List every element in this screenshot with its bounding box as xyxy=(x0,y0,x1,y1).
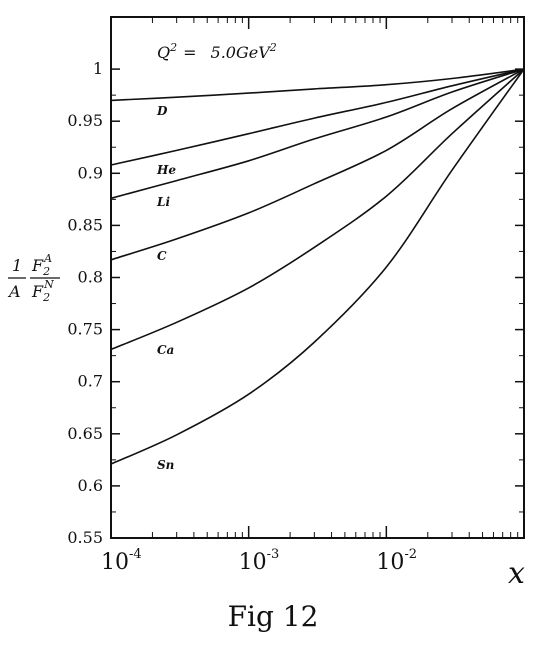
x-tick-label: 10-2 xyxy=(376,547,417,575)
x-tick-label: 10-4 xyxy=(101,547,142,575)
series-labels: D He Li C Ca Sn xyxy=(156,104,176,472)
anno-value: 5.0GeV xyxy=(211,43,272,62)
series-line-ca xyxy=(110,68,525,351)
ylabel-num: F2A xyxy=(31,252,52,278)
series-lines xyxy=(110,68,525,465)
y-tick-label: 0.6 xyxy=(78,476,103,495)
y-axis-label: 1 A F2A F2N xyxy=(7,252,60,304)
x-tick-label-base: 10 xyxy=(101,550,129,575)
x-tick-label-exponent: -2 xyxy=(404,547,417,562)
anno-eq: = xyxy=(183,43,196,62)
y-tick-label: 0.65 xyxy=(67,424,103,443)
figure-caption: Fig 12 xyxy=(227,600,319,633)
series-label-sn: Sn xyxy=(157,458,174,472)
y-tick-label: 0.55 xyxy=(67,528,103,547)
series-label-d: D xyxy=(156,104,168,118)
ylabel-den: F2N xyxy=(31,278,54,304)
ylabel-num-base: F xyxy=(31,256,44,275)
ylabel-frac1-den: A xyxy=(7,282,21,301)
ylabel-num-sub: 2 xyxy=(42,265,50,278)
series-line-c xyxy=(110,68,525,261)
y-axis-ticks: 0.55 0.6 0.65 0.7 0.75 0.8 0.85 0.9 0.95 1 xyxy=(67,59,524,547)
x-tick-label-base: 10 xyxy=(376,550,404,575)
ylabel-den-sub: 2 xyxy=(42,291,50,304)
y-tick-label: 1 xyxy=(93,59,103,78)
y-tick-label: 0.95 xyxy=(67,111,103,130)
x-tick-label-exponent: -4 xyxy=(129,547,142,562)
series-line-he xyxy=(110,68,525,166)
q-squared-annotation: Q2 = 5.0GeV2 xyxy=(157,41,277,62)
series-line-li xyxy=(110,68,525,200)
ylabel-den-sup: N xyxy=(43,278,54,291)
y-tick-label: 0.75 xyxy=(67,320,103,339)
x-tick-label-exponent: -3 xyxy=(267,547,280,562)
anno-lhs-sup: 2 xyxy=(169,41,177,54)
y-tick-label: 0.9 xyxy=(78,163,103,182)
y-tick-label: 0.85 xyxy=(67,215,103,234)
x-axis-label: x xyxy=(508,556,525,591)
series-label-ca: Ca xyxy=(157,343,174,357)
ylabel-frac1-num: 1 xyxy=(12,256,22,275)
y-tick-label: 0.7 xyxy=(78,372,103,391)
anno-value-sup: 2 xyxy=(269,41,277,54)
series-label-li: Li xyxy=(156,195,170,209)
series-line-d xyxy=(110,68,525,102)
series-label-c: C xyxy=(157,249,167,263)
x-tick-label: 10-3 xyxy=(239,547,280,575)
series-line-sn xyxy=(110,68,525,465)
anno-lhs: Q xyxy=(157,43,170,62)
ylabel-num-sup: A xyxy=(43,252,52,265)
series-label-he: He xyxy=(156,163,176,177)
ylabel-den-base: F xyxy=(31,282,44,301)
x-axis-ticks: 10-4 10-3 10-2 xyxy=(101,17,519,575)
y-tick-label: 0.8 xyxy=(78,268,103,287)
x-tick-label-base: 10 xyxy=(239,550,267,575)
chart: 0.550.60.650.70.750.80.850.90.951 10-4 10… xyxy=(7,16,525,591)
